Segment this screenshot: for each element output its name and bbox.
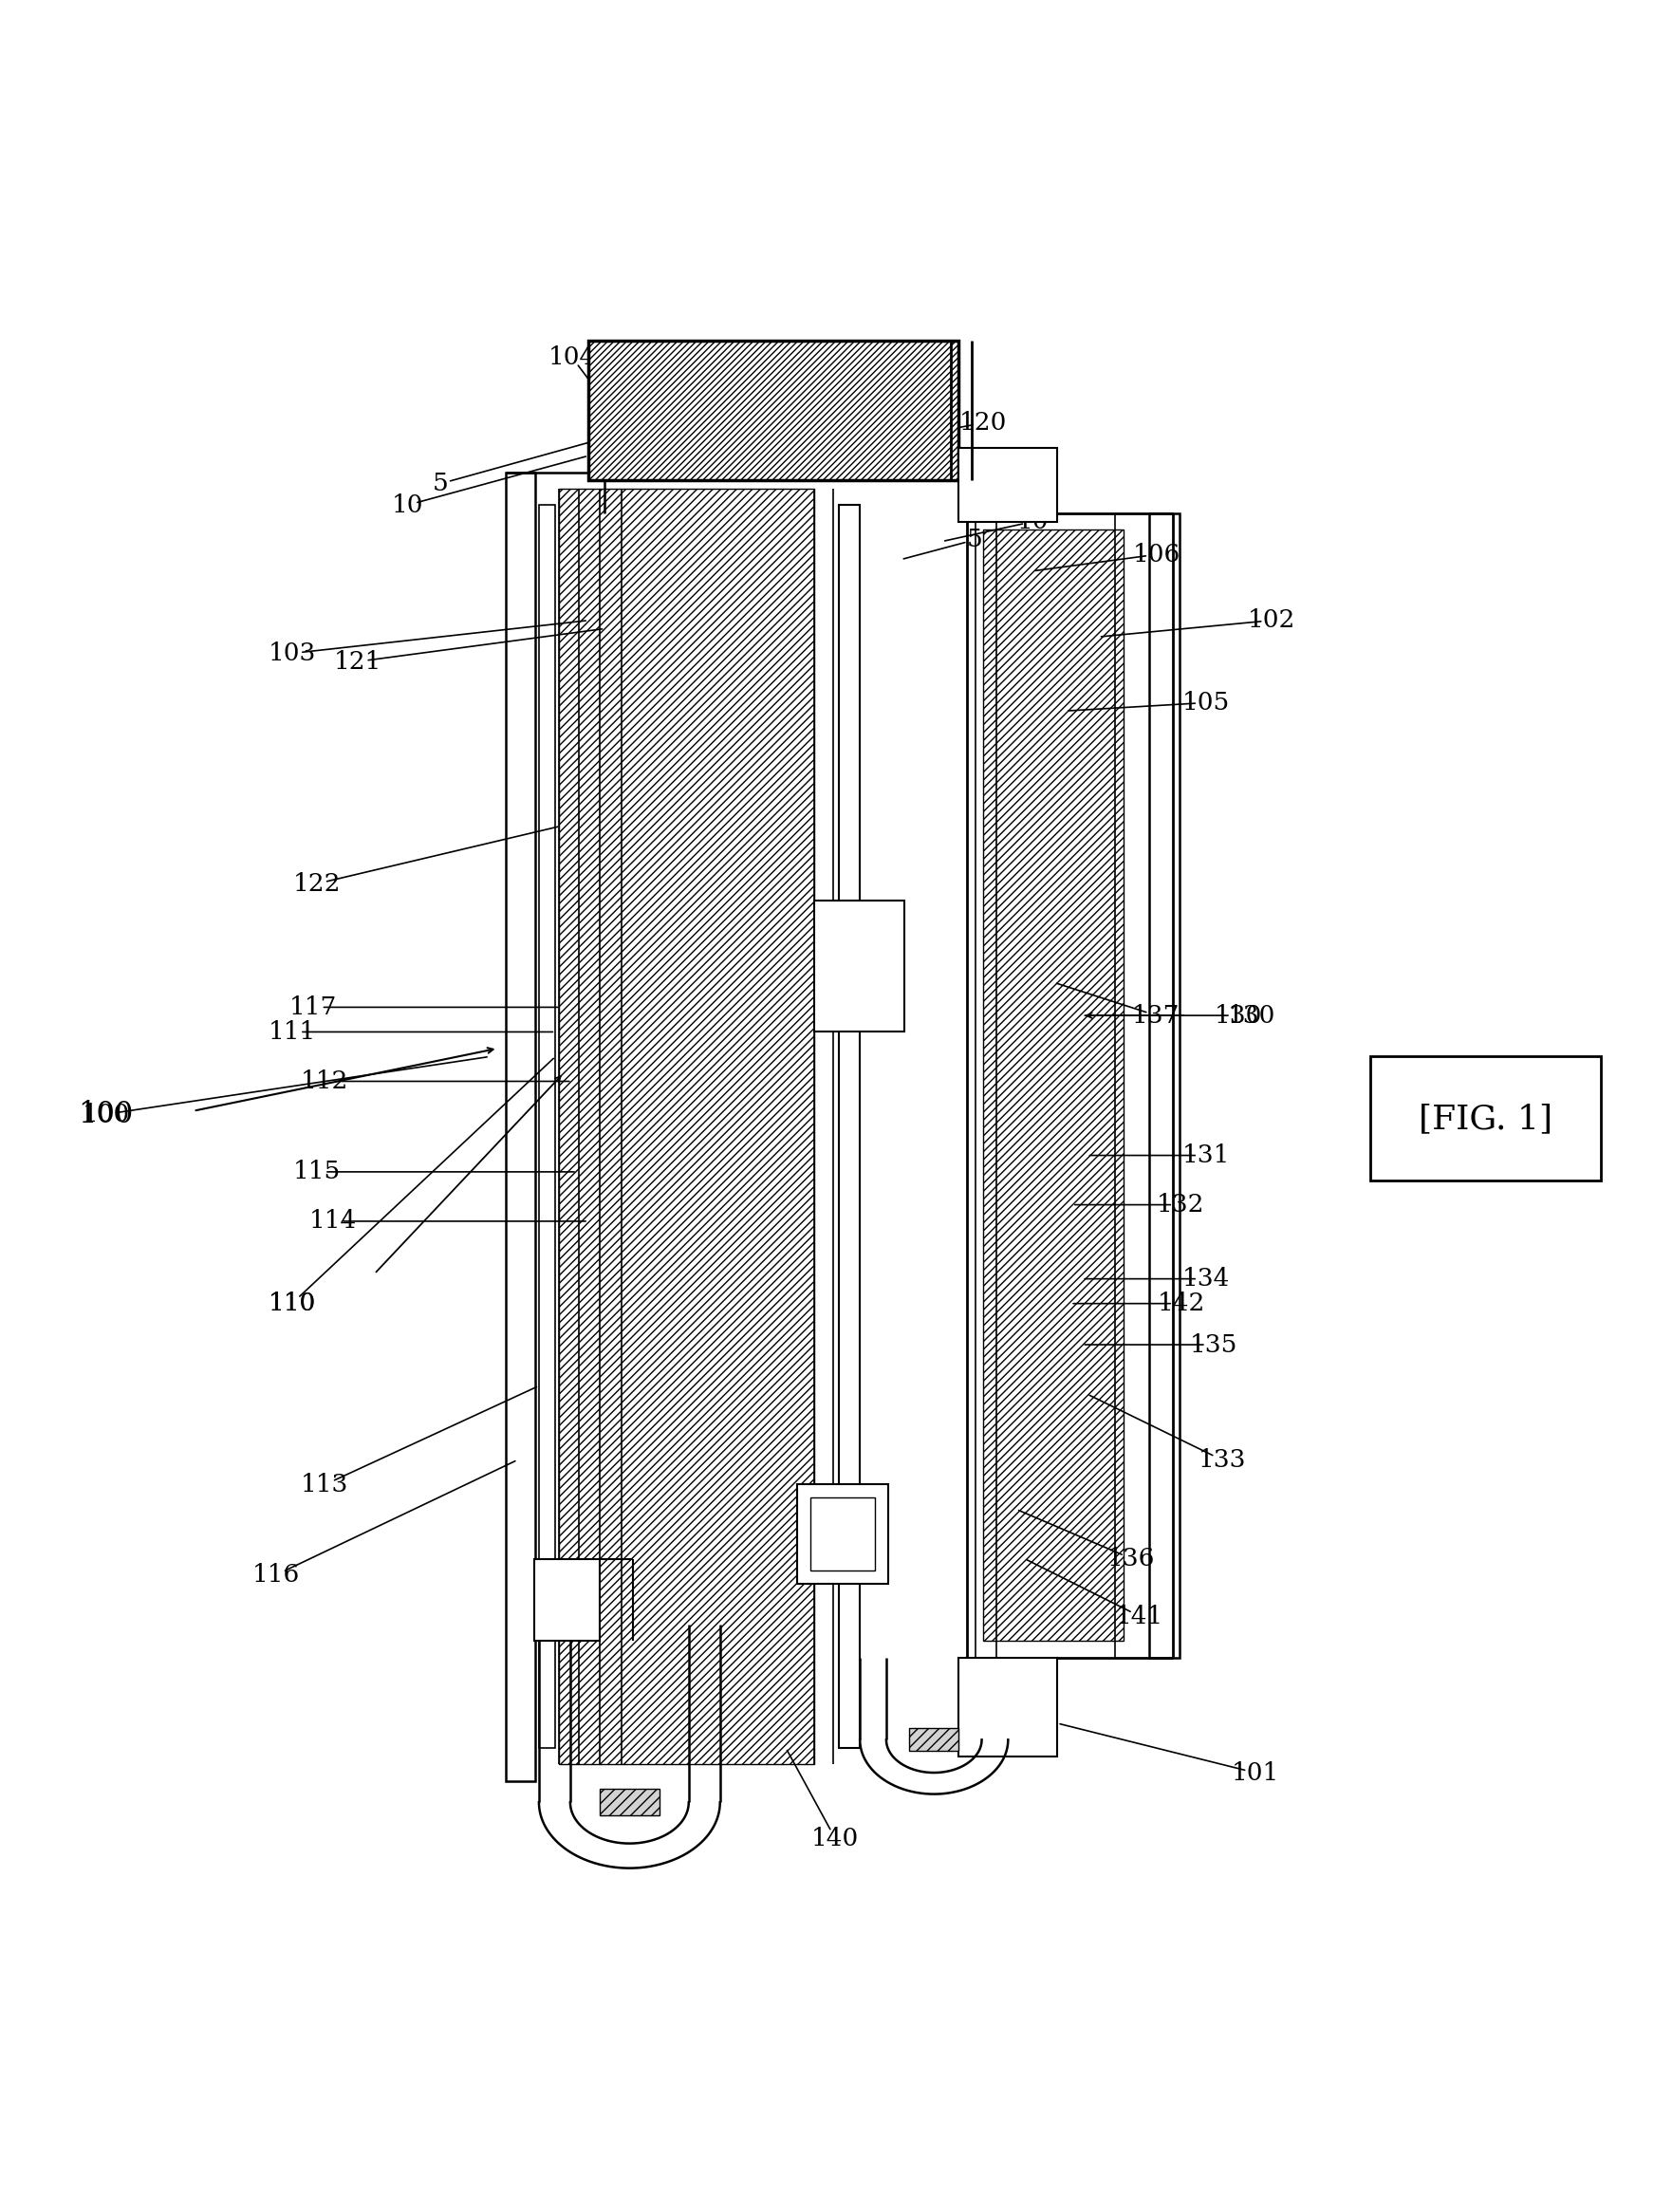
Text: 132: 132 [1156, 1192, 1204, 1217]
Text: 112: 112 [301, 1068, 349, 1093]
Text: 120: 120 [959, 411, 1007, 436]
Bar [910, 1728, 959, 1752]
Bar [814, 900, 905, 1033]
Text: 131: 131 [1181, 1144, 1229, 1168]
Text: 122: 122 [293, 872, 341, 896]
Text: 5: 5 [432, 471, 448, 495]
Text: 100: 100 [78, 1099, 134, 1128]
Text: 103: 103 [268, 641, 316, 666]
Text: 134: 134 [1181, 1267, 1229, 1292]
Text: 115: 115 [293, 1159, 341, 1183]
Bar [959, 447, 1057, 522]
Bar [797, 1484, 888, 1584]
Bar [539, 504, 556, 1747]
Text: 121: 121 [334, 650, 382, 672]
Text: 130: 130 [1227, 1004, 1275, 1026]
Bar [959, 1657, 1057, 1756]
Text: 10: 10 [1017, 509, 1049, 533]
Text: 104: 104 [547, 345, 595, 369]
Text: 106: 106 [1133, 542, 1179, 566]
Text: 110: 110 [268, 1292, 316, 1316]
Text: 105: 105 [1181, 690, 1229, 714]
Text: 117: 117 [289, 995, 337, 1020]
Bar [559, 489, 814, 1765]
Bar [534, 1559, 600, 1641]
Text: 135: 135 [1189, 1334, 1237, 1356]
Text: 100: 100 [83, 1102, 131, 1126]
Text: 133: 133 [1197, 1449, 1245, 1471]
Text: 141: 141 [1116, 1604, 1164, 1628]
Bar [1150, 513, 1179, 1657]
Text: 10: 10 [392, 493, 423, 518]
Bar [810, 1498, 875, 1571]
Text: 5: 5 [968, 529, 982, 551]
Text: [FIG. 1]: [FIG. 1] [1419, 1104, 1553, 1135]
Bar [600, 1790, 658, 1816]
Bar [506, 471, 536, 1781]
Bar [839, 504, 860, 1747]
Text: 130: 130 [1214, 1004, 1262, 1026]
Text: 113: 113 [301, 1473, 349, 1498]
Text: 102: 102 [1247, 608, 1295, 633]
Bar [984, 531, 1123, 1641]
Bar [1370, 1057, 1601, 1179]
Text: 101: 101 [1231, 1761, 1279, 1785]
Text: 114: 114 [309, 1210, 357, 1232]
Text: 110: 110 [268, 1292, 316, 1316]
Text: 140: 140 [812, 1827, 858, 1851]
Text: 116: 116 [251, 1564, 299, 1586]
Bar [589, 341, 959, 480]
Text: 142: 142 [1158, 1292, 1204, 1316]
Text: 111: 111 [268, 1020, 316, 1044]
Text: 136: 136 [1108, 1546, 1156, 1571]
Text: 137: 137 [1133, 1004, 1181, 1026]
